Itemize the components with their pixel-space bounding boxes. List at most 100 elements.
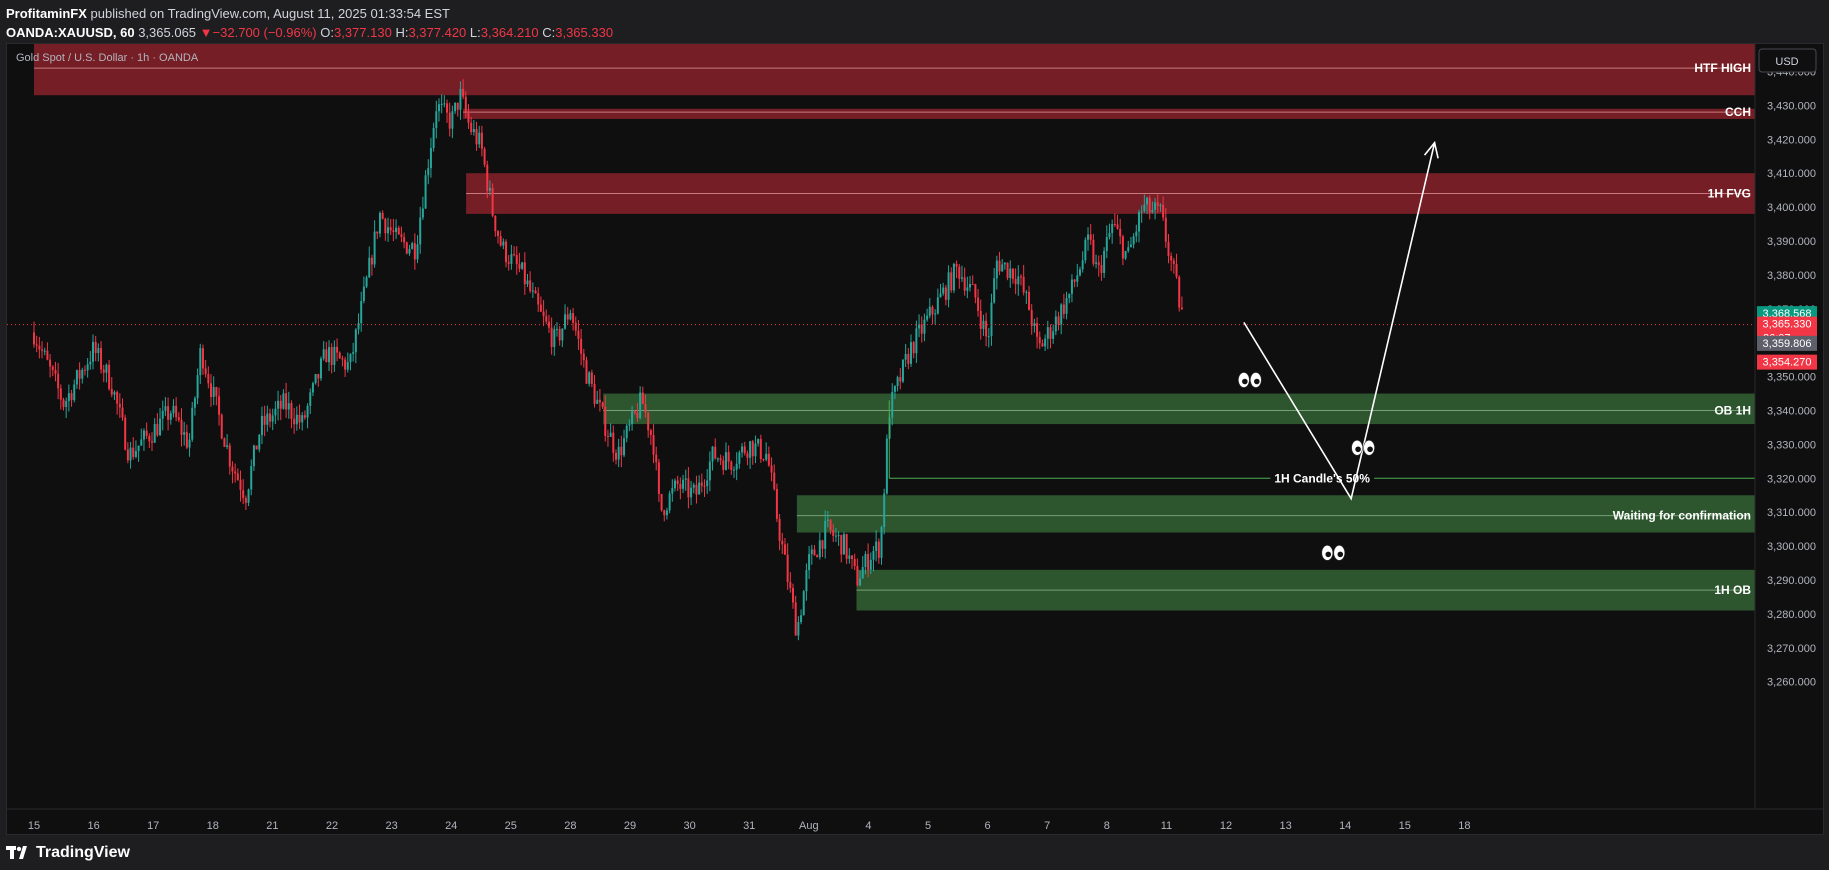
candle-body xyxy=(564,314,567,329)
candle-body xyxy=(880,527,883,558)
candle-body xyxy=(110,388,113,395)
candle-body xyxy=(526,280,529,285)
candle-body xyxy=(773,472,776,489)
x-tick-label: 13 xyxy=(1279,820,1291,832)
symbol-label: OANDA:XAUUSD, 60 xyxy=(6,25,135,40)
candle-body xyxy=(432,128,435,148)
candle-body xyxy=(816,555,819,558)
candle-body xyxy=(145,430,148,436)
candle-body xyxy=(698,482,701,495)
y-tick-label: 3,320.000 xyxy=(1767,473,1816,485)
projection-path[interactable] xyxy=(1243,142,1436,501)
candle-body xyxy=(918,324,921,329)
candle-body xyxy=(108,364,111,389)
candle-body xyxy=(164,406,167,411)
candle-body xyxy=(545,316,548,322)
candle-body xyxy=(134,451,137,457)
candle-body xyxy=(1068,293,1071,299)
candle-body xyxy=(408,248,411,254)
candle-body xyxy=(719,458,722,461)
candle-body xyxy=(183,432,186,435)
x-tick-label: 18 xyxy=(207,820,219,832)
candle-body xyxy=(236,473,239,481)
y-tick-label: 3,300.000 xyxy=(1767,541,1816,553)
y-tick-label: 3,310.000 xyxy=(1767,507,1816,519)
candle-body xyxy=(507,262,510,264)
candle-body xyxy=(655,454,658,463)
candle-body xyxy=(373,231,376,265)
candle-body xyxy=(1076,275,1079,282)
candle-body xyxy=(271,415,274,422)
candle-body xyxy=(1001,264,1004,272)
candle-body xyxy=(78,370,81,379)
candle-body xyxy=(496,231,499,237)
candle-body xyxy=(885,438,888,494)
candle-body xyxy=(692,484,695,488)
candle-body xyxy=(49,359,52,367)
zone-cch[interactable] xyxy=(463,108,1755,119)
candle-body xyxy=(403,237,406,243)
candle-body xyxy=(1038,336,1041,344)
candle-body xyxy=(368,257,371,278)
candle-body xyxy=(585,360,588,384)
candle-body xyxy=(877,541,880,558)
zone-label: OB 1H xyxy=(1714,404,1751,418)
candle-body xyxy=(97,348,100,354)
candle-body xyxy=(1070,279,1073,294)
candle-body xyxy=(467,113,470,123)
candle-body xyxy=(376,231,379,234)
candle-body xyxy=(910,342,913,364)
candle-body xyxy=(676,480,679,484)
candle-body xyxy=(800,615,803,623)
candle-body xyxy=(628,424,631,426)
candle-body xyxy=(392,230,395,232)
candle-body xyxy=(478,132,481,145)
candle-body xyxy=(837,535,840,537)
candle-body xyxy=(365,277,368,287)
zone-htf-high[interactable] xyxy=(34,44,1755,96)
price-chart[interactable]: HTF HIGH CCH 1H FVG OB 1H Waiting for confir… xyxy=(7,44,1823,834)
x-tick-label: 5 xyxy=(925,820,931,832)
x-tick-label: 14 xyxy=(1339,820,1351,832)
candle-body xyxy=(663,510,666,516)
candle-body xyxy=(142,430,145,440)
candle-body xyxy=(727,452,730,462)
tradingview-footer[interactable]: TradingView xyxy=(6,844,130,862)
candle-body xyxy=(915,328,918,354)
candle-body xyxy=(384,218,387,234)
candle-body xyxy=(250,466,253,490)
candle-body xyxy=(832,529,835,536)
candle-body xyxy=(1033,323,1036,327)
candle-body xyxy=(783,544,786,555)
currency-button[interactable] xyxy=(1758,48,1817,73)
candle-body xyxy=(1062,304,1065,314)
candle-body xyxy=(1049,327,1052,339)
y-tick-label: 3,280.000 xyxy=(1767,609,1816,621)
candle-body xyxy=(869,559,872,570)
candle-body xyxy=(859,578,862,586)
candle-body xyxy=(1065,298,1068,314)
candle-body xyxy=(1159,204,1162,206)
high-label: H: xyxy=(395,25,409,40)
candle-body xyxy=(875,541,878,551)
candle-body xyxy=(338,352,341,359)
candle-body xyxy=(89,361,92,365)
candle-body xyxy=(993,278,996,303)
zone-waiting-for-confirmation[interactable] xyxy=(796,495,1755,533)
candle-body xyxy=(566,314,569,320)
candle-body xyxy=(778,518,781,541)
candle-body xyxy=(531,290,534,292)
eyes-icon xyxy=(1238,372,1262,388)
candle-body xyxy=(437,104,440,112)
chart-frame[interactable]: HTF HIGH CCH 1H FVG OB 1H Waiting for confir… xyxy=(6,43,1824,835)
candle-body xyxy=(700,482,703,486)
candle-body xyxy=(775,488,778,519)
candle-body xyxy=(1146,197,1149,205)
y-tick-label: 3,260.000 xyxy=(1767,677,1816,689)
candle-body xyxy=(263,415,266,425)
zone-ob-1h[interactable] xyxy=(603,393,1756,425)
author-name[interactable]: ProfitaminFX xyxy=(6,6,87,21)
candle-body xyxy=(1009,268,1012,278)
candle-body xyxy=(311,383,314,393)
candle-body xyxy=(416,244,419,260)
